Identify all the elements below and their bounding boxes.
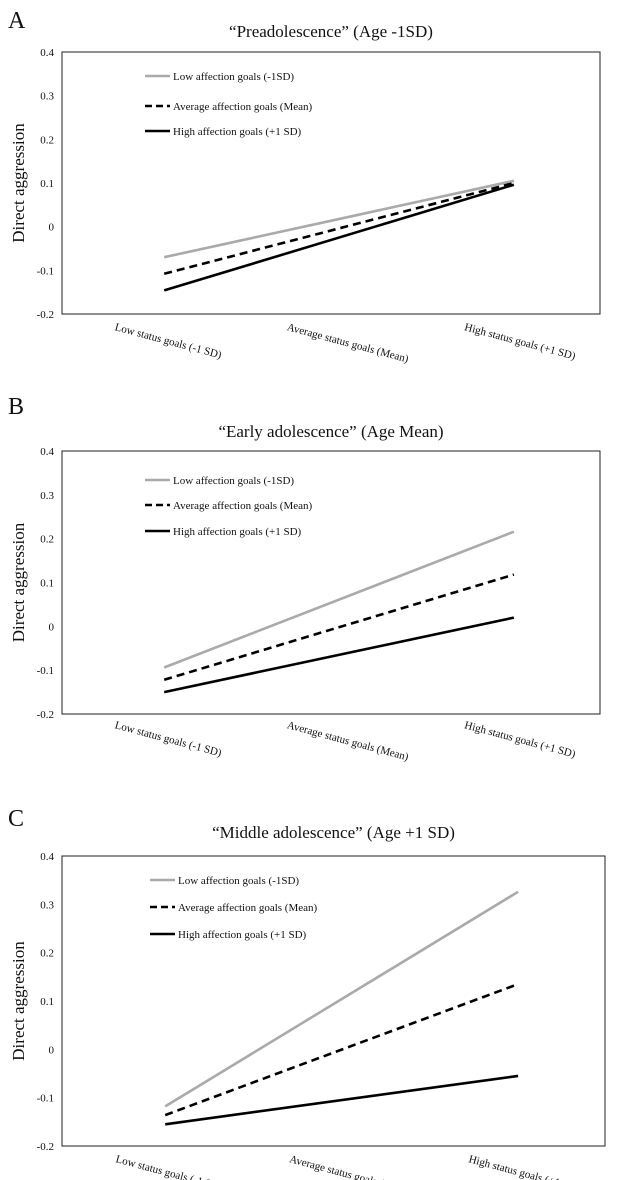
y-tick-label: 0.3 [40, 899, 54, 911]
series-line-1 [163, 530, 515, 669]
x-category-label: Low status goals (-1 SD) [113, 719, 223, 759]
y-tick-label: -0.2 [37, 1141, 54, 1153]
y-tick-label: 0.2 [40, 134, 54, 146]
panel-letter: C [8, 806, 24, 832]
legend-label: Average affection goals (Mean) [173, 101, 313, 113]
y-tick-label: 0.1 [40, 178, 54, 190]
chart-panel-a: A “Preadolescence” (Age -1SD) -0.2 -0.1 0 0.1… [8, 8, 601, 365]
chart-panel-c: C “Middle adolescence” (Age +1 SD) -0.2 -0.… [8, 806, 606, 1180]
y-axis-label: Direct aggression [9, 123, 28, 243]
legend-label: Low affection goals (-1SD) [173, 71, 294, 83]
panel-letter: A [8, 8, 26, 34]
y-tick-label: 0.4 [40, 446, 54, 458]
y-axis-label: Direct aggression [9, 941, 28, 1061]
x-category-label: Average status goals (Mean) [286, 321, 410, 365]
y-tick-label: 0.1 [40, 996, 54, 1008]
x-category-label: Average status goals (Mean) [288, 1153, 412, 1180]
y-tick-label: 0.4 [40, 851, 54, 863]
y-axis-label: Direct aggression [9, 522, 28, 642]
y-tick-label: 0.2 [40, 534, 54, 546]
series-line-3 [163, 616, 515, 694]
chart-panel-b: B “Early adolescence” (Age Mean) -0.2 -0.1 0… [8, 394, 601, 763]
x-category-label: High status goals (+1 SD) [467, 1153, 581, 1180]
y-tick-label: -0.2 [37, 309, 54, 321]
y-tick-label: -0.1 [37, 1093, 54, 1105]
series-line-2 [163, 573, 515, 682]
plot-area [61, 855, 606, 1147]
chart-title: “Early adolescence” (Age Mean) [218, 422, 443, 441]
legend-label: Average affection goals (Mean) [173, 500, 313, 512]
y-tick-label: 0.4 [40, 47, 54, 59]
chart-title: “Middle adolescence” (Age +1 SD) [212, 823, 455, 842]
plot-area [61, 450, 601, 715]
series-line-2 [163, 181, 515, 276]
y-tick-label: 0 [49, 1044, 55, 1056]
series-line-3 [165, 1074, 519, 1126]
series-line-1 [163, 179, 515, 259]
y-tick-label: 0 [49, 621, 55, 633]
legend-label: High affection goals (+1 SD) [173, 126, 302, 138]
legend-label: Low affection goals (-1SD) [178, 875, 299, 887]
y-tick-label: 0.1 [40, 578, 54, 590]
x-category-label: High status goals (+1 SD) [463, 719, 577, 760]
panel-letter: B [8, 394, 24, 420]
y-tick-label: -0.1 [37, 265, 54, 277]
chart-title: “Preadolescence” (Age -1SD) [229, 22, 433, 41]
legend-label: High affection goals (+1 SD) [178, 929, 307, 941]
y-tick-label: 0.2 [40, 948, 54, 960]
x-category-label: High status goals (+1 SD) [463, 321, 577, 362]
x-category-label: Average status goals (Mean) [286, 719, 410, 763]
series-line-1 [164, 890, 519, 1108]
series-line-2 [164, 982, 519, 1117]
x-category-label: Low status goals (-1 SD) [114, 1153, 224, 1180]
y-tick-label: -0.2 [37, 709, 54, 721]
legend-label: Low affection goals (-1SD) [173, 475, 294, 487]
y-tick-label: 0.3 [40, 490, 54, 502]
x-category-label: Low status goals (-1 SD) [113, 321, 223, 361]
y-tick-label: 0 [49, 222, 55, 234]
y-tick-label: 0.3 [40, 91, 54, 103]
plot-area [61, 51, 601, 315]
y-tick-label: -0.1 [37, 665, 54, 677]
series-line-3 [163, 183, 515, 292]
legend-label: Average affection goals (Mean) [178, 902, 318, 914]
legend-label: High affection goals (+1 SD) [173, 526, 302, 538]
